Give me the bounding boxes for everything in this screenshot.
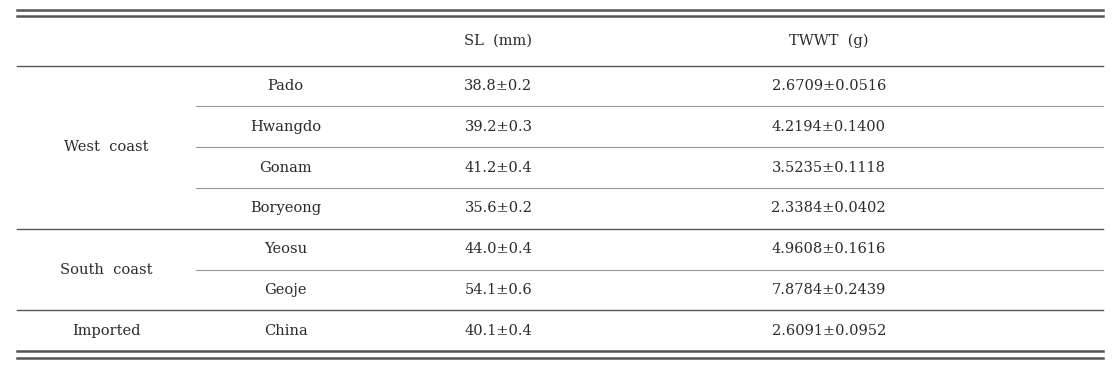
Text: 4.2194±0.1400: 4.2194±0.1400	[772, 120, 886, 134]
Text: SL  (mm): SL (mm)	[465, 34, 532, 48]
Text: 40.1±0.4: 40.1±0.4	[465, 324, 532, 338]
Text: 2.6091±0.0952: 2.6091±0.0952	[772, 324, 886, 338]
Text: 54.1±0.6: 54.1±0.6	[465, 283, 532, 297]
Text: Geoje: Geoje	[264, 283, 307, 297]
Text: 44.0±0.4: 44.0±0.4	[465, 242, 532, 256]
Text: 2.6709±0.0516: 2.6709±0.0516	[772, 79, 886, 93]
Text: China: China	[263, 324, 308, 338]
Text: 7.8784±0.2439: 7.8784±0.2439	[772, 283, 886, 297]
Text: Yeosu: Yeosu	[264, 242, 307, 256]
Text: Pado: Pado	[268, 79, 304, 93]
Text: 35.6±0.2: 35.6±0.2	[465, 201, 532, 215]
Text: 38.8±0.2: 38.8±0.2	[465, 79, 532, 93]
Text: Gonam: Gonam	[260, 161, 311, 174]
Text: Imported: Imported	[72, 324, 141, 338]
Text: 4.9608±0.1616: 4.9608±0.1616	[772, 242, 886, 256]
Text: 3.5235±0.1118: 3.5235±0.1118	[772, 161, 886, 174]
Text: Hwangdo: Hwangdo	[250, 120, 321, 134]
Text: 41.2±0.4: 41.2±0.4	[465, 161, 532, 174]
Text: 39.2±0.3: 39.2±0.3	[465, 120, 532, 134]
Text: 2.3384±0.0402: 2.3384±0.0402	[772, 201, 886, 215]
Text: Boryeong: Boryeong	[250, 201, 321, 215]
Text: South  coast: South coast	[60, 262, 152, 277]
Text: West  coast: West coast	[64, 140, 149, 154]
Text: TWWT  (g): TWWT (g)	[790, 34, 868, 48]
